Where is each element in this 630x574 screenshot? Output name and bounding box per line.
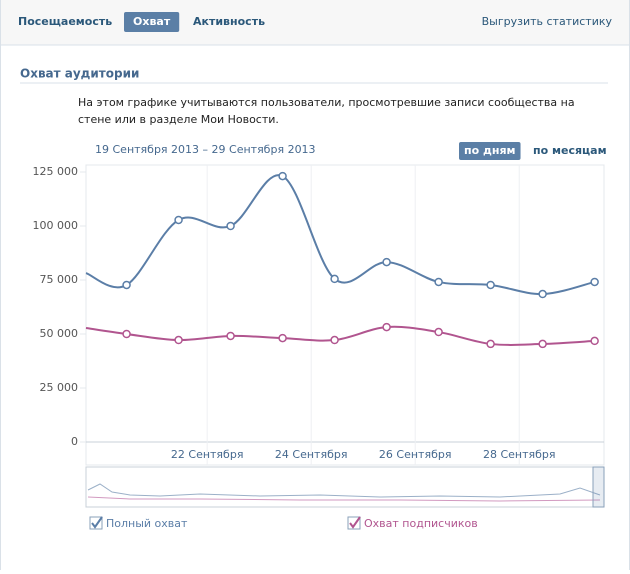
period-active-bg <box>459 142 521 160</box>
export-link[interactable]: Выгрузить статистику <box>482 15 613 28</box>
legend-check <box>91 516 103 529</box>
point[interactable] <box>122 280 131 290</box>
navigator-window[interactable] <box>592 466 605 508</box>
point[interactable] <box>590 336 599 346</box>
date-range: 19 Сентября 2013 – 29 Сентября 2013 <box>95 143 316 156</box>
plot-area <box>85 164 605 466</box>
point[interactable] <box>382 257 391 267</box>
y-tick-label: 25 000 <box>40 381 79 394</box>
point[interactable] <box>226 331 235 341</box>
point[interactable] <box>434 327 443 337</box>
navigator-line <box>87 483 601 498</box>
x-tick-label: 26 Сентября <box>379 448 452 461</box>
period-button[interactable]: по месяцам <box>533 144 607 157</box>
section-title: Охват аудитории <box>20 67 139 81</box>
tab-active-bg <box>124 12 180 32</box>
point[interactable] <box>538 289 547 299</box>
tab[interactable]: Активность <box>193 15 265 28</box>
navigator-line <box>87 496 601 502</box>
tab[interactable]: Охват <box>133 15 171 28</box>
point[interactable] <box>486 280 495 290</box>
x-tick-label: 24 Сентября <box>275 448 348 461</box>
legend-check <box>349 516 361 529</box>
y-tick-label: 100 000 <box>33 219 79 232</box>
y-tick-label: 125 000 <box>33 165 79 178</box>
tab-bar <box>0 0 630 45</box>
point[interactable] <box>174 215 183 225</box>
point[interactable] <box>538 339 547 349</box>
y-tick-label: 75 000 <box>40 273 79 286</box>
period-button[interactable]: по дням <box>464 144 516 157</box>
x-tick-label: 22 Сентября <box>171 448 244 461</box>
legend-label: Охват подписчиков <box>364 517 478 530</box>
point[interactable] <box>330 335 339 345</box>
tab[interactable]: Посещаемость <box>18 15 112 28</box>
description: На этом графике учитываются пользователи… <box>78 96 575 126</box>
x-tick-label: 28 Сентября <box>483 448 556 461</box>
point[interactable] <box>122 329 131 339</box>
y-tick-label: 0 <box>71 435 78 448</box>
point[interactable] <box>486 339 495 349</box>
point[interactable] <box>226 221 235 231</box>
point[interactable] <box>330 274 339 284</box>
point[interactable] <box>590 277 599 287</box>
legend-label: Полный охват <box>106 517 188 530</box>
point[interactable] <box>278 333 287 343</box>
point[interactable] <box>278 171 287 181</box>
point[interactable] <box>174 335 183 345</box>
series-line <box>85 174 595 296</box>
description-box: На этом графике учитываются пользователи… <box>78 96 575 126</box>
point[interactable] <box>434 277 443 287</box>
y-tick-label: 50 000 <box>40 327 79 340</box>
point[interactable] <box>382 322 391 332</box>
